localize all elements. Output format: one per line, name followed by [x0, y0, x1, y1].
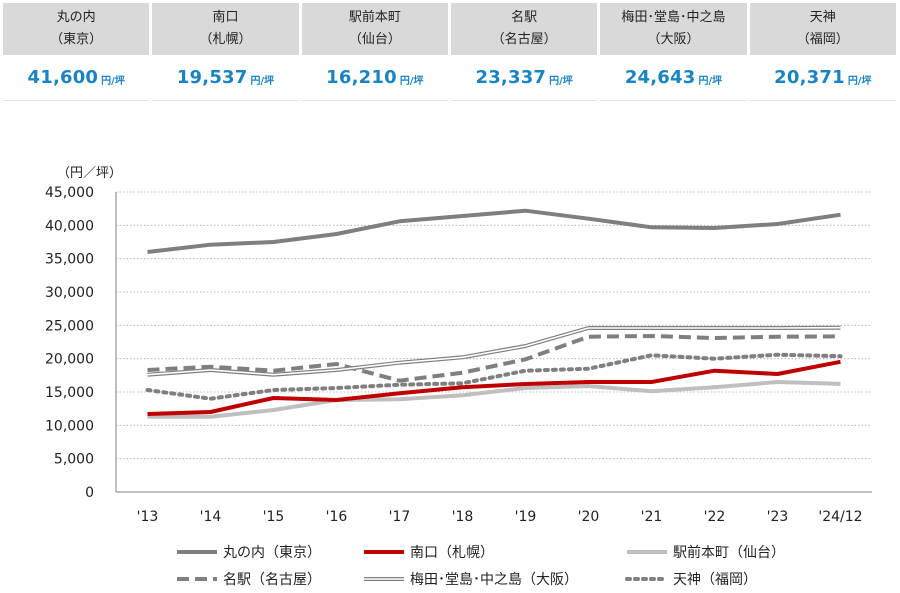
x-tick-label: '18 [452, 509, 474, 525]
x-tick-label: '24/12 [818, 509, 862, 525]
x-tick-label: '14 [200, 509, 222, 525]
rent-unit: 円/坪 [847, 76, 872, 88]
card-value-row: 41,600 円/坪 [3, 55, 150, 101]
x-tick-label: '20 [578, 509, 600, 525]
x-tick-label: '23 [767, 509, 789, 525]
legend-label: 梅田･堂島･中之島（大阪） [410, 572, 578, 588]
card-header: 南口 （札幌） [152, 3, 299, 56]
city-name: （東京） [50, 32, 103, 48]
rent-value: 20,371 [774, 67, 845, 89]
legend-label: 名駅（名古屋） [223, 572, 321, 588]
x-tick-label: '22 [704, 509, 726, 525]
series-line-1 [147, 208, 841, 254]
card-value-row: 24,643 円/坪 [600, 55, 747, 101]
y-tick-label: 30,000 [45, 285, 94, 301]
city-name: （名古屋） [491, 32, 557, 48]
card-header: 天神 （福岡） [749, 3, 896, 56]
rent-value: 41,600 [27, 67, 99, 89]
area-name: 天神 [809, 10, 836, 26]
series-line-2 [147, 359, 841, 416]
series-line-6 [145, 352, 843, 401]
x-tick-label: '17 [389, 509, 411, 525]
card-header: 丸の内 （東京） [3, 3, 150, 56]
summary-cards: 丸の内 （東京） 41,600 円/坪 南口 （札幌） 19,537 円/坪 駅前本町 （仙台） 1… [3, 3, 896, 101]
y-tick-label: 0 [85, 485, 94, 501]
area-name: 丸の内 [56, 10, 96, 26]
card-header: 梅田･堂島･中之島 （大阪） [600, 3, 747, 56]
city-name: （福岡） [796, 32, 849, 48]
y-tick-label: 20,000 [45, 352, 94, 368]
summary-card: 駅前本町 （仙台） 16,210 円/坪 [301, 3, 448, 101]
line-chart: （円／坪） 0 5,000 10,000 15,000 20,000 25,000 30,00… [45, 166, 872, 588]
series-line-3 [147, 380, 841, 419]
y-tick-label: 35,000 [45, 252, 94, 268]
x-tick-label: '21 [641, 509, 663, 525]
y-tick-label: 25,000 [45, 318, 94, 334]
rent-unit: 円/坪 [698, 76, 723, 88]
y-tick-label: 10,000 [45, 418, 94, 434]
x-tick-label: '13 [137, 509, 159, 525]
rent-value: 16,210 [326, 67, 397, 89]
x-tick-label: '19 [515, 509, 537, 525]
legend-label: 丸の内（東京） [223, 545, 321, 561]
y-tick-label: 40,000 [45, 218, 94, 234]
summary-card: 名駅 （名古屋） 23,337 円/坪 [450, 3, 598, 101]
summary-card: 南口 （札幌） 19,537 円/坪 [152, 3, 299, 101]
summary-card: 梅田･堂島･中之島 （大阪） 24,643 円/坪 [600, 3, 747, 101]
rent-unit: 円/坪 [101, 76, 125, 88]
legend-label: 駅前本町（仙台） [673, 544, 785, 561]
city-name: （札幌） [199, 32, 252, 48]
x-tick-label: '15 [263, 509, 285, 525]
card-value-row: 19,537 円/坪 [152, 55, 299, 101]
rent-unit: 円/坪 [549, 76, 573, 88]
area-name: 名駅 [511, 10, 538, 26]
city-name: （大阪） [647, 32, 700, 48]
area-name: 駅前本町 [348, 10, 401, 26]
card-value-row: 23,337 円/坪 [450, 55, 598, 101]
summary-card: 天神 （福岡） 20,371 円/坪 [749, 3, 896, 101]
rent-value: 23,337 [475, 67, 547, 89]
rent-value: 24,643 [624, 67, 696, 89]
card-header: 駅前本町 （仙台） [301, 3, 448, 56]
city-name: （仙台） [348, 32, 401, 48]
area-name: 梅田･堂島･中之島 [621, 10, 726, 26]
card-value-row: 20,371 円/坪 [749, 55, 896, 101]
card-header: 名駅 （名古屋） [450, 3, 598, 56]
y-tick-label: 5,000 [54, 452, 94, 468]
rent-value: 19,537 [176, 67, 248, 89]
y-axis-label: （円／坪） [57, 166, 122, 181]
y-tick-label: 45,000 [45, 185, 94, 201]
rent-unit: 円/坪 [250, 76, 275, 88]
legend-label: 天神（福岡） [673, 572, 757, 588]
rent-unit: 円/坪 [399, 76, 424, 88]
area-name: 南口 [212, 10, 239, 26]
summary-card: 丸の内 （東京） 41,600 円/坪 [3, 3, 150, 101]
card-value-row: 16,210 円/坪 [301, 55, 448, 101]
y-tick-label: 15,000 [45, 385, 94, 401]
series-line-4 [147, 333, 841, 383]
legend-label: 南口（札幌） [410, 545, 494, 561]
series-line-5-inner [147, 326, 841, 376]
x-tick-label: '16 [326, 509, 348, 525]
